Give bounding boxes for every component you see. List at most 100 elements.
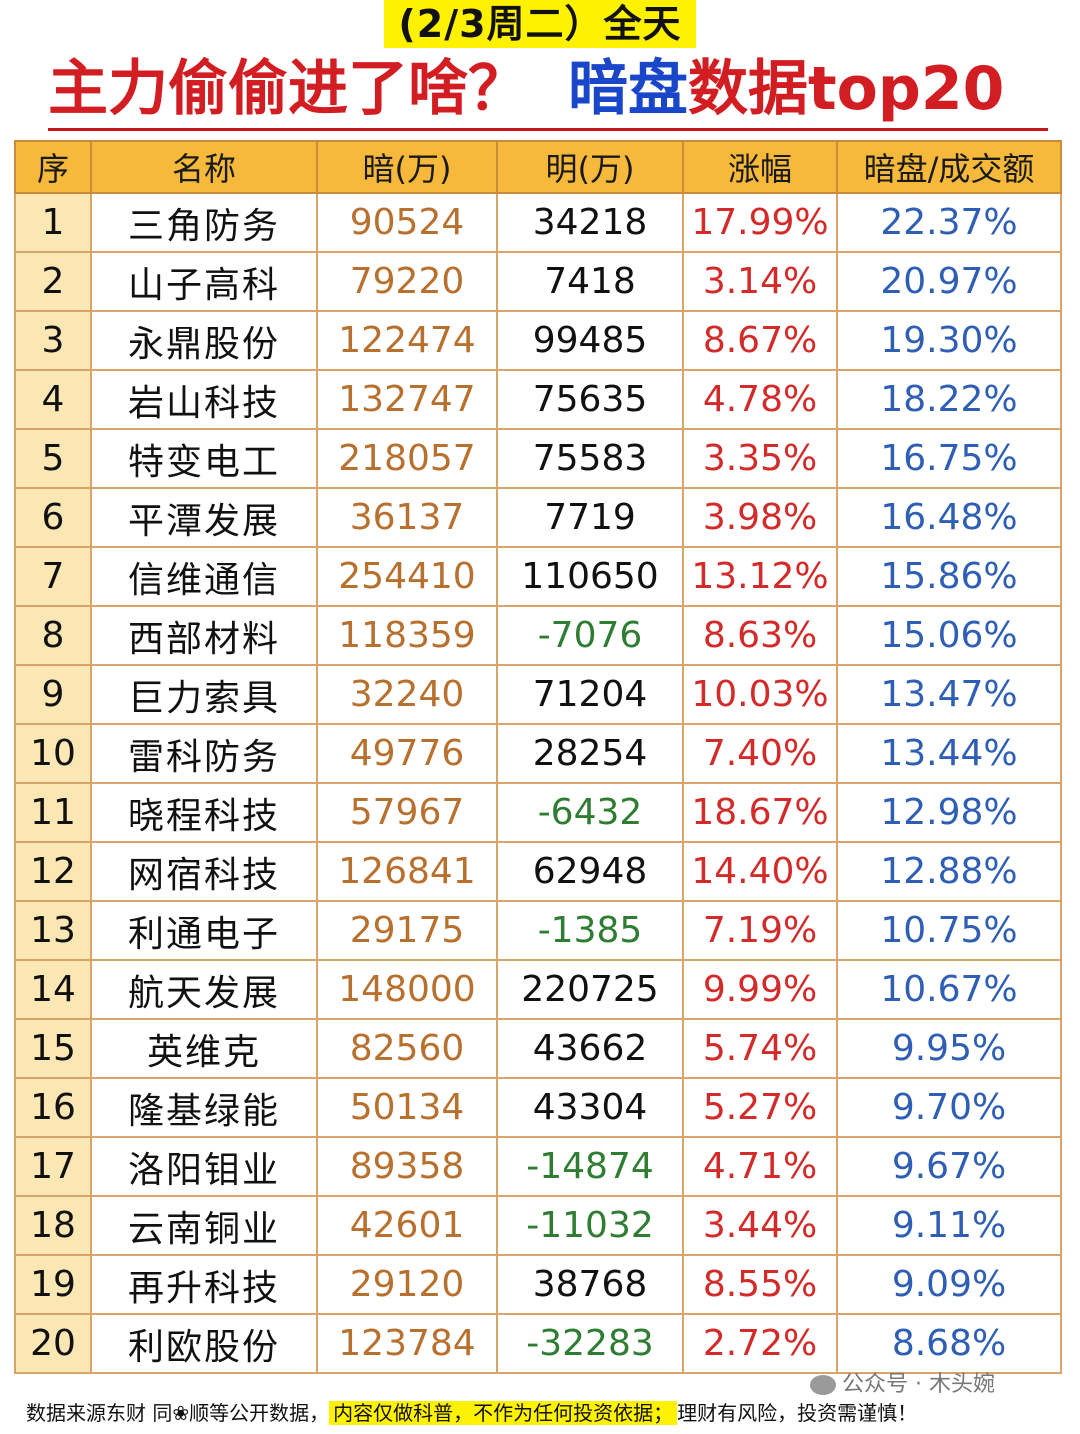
price-change: 3.98% (682, 487, 838, 548)
table-row: 7 信维通信 254410 110650 13.12% 15.86% (14, 546, 1062, 607)
table-row: 12 网宿科技 126841 62948 14.40% 12.88% (14, 841, 1062, 902)
dark-pool-value: 29120 (316, 1254, 498, 1315)
dark-pool-value: 254410 (316, 546, 498, 607)
dark-pool-value: 36137 (316, 487, 498, 548)
dark-pool-ratio: 15.86% (836, 546, 1062, 607)
row-index: 14 (14, 959, 92, 1020)
dark-pool-value: 122474 (316, 310, 498, 371)
table-row: 4 岩山科技 132747 75635 4.78% 18.22% (14, 369, 1062, 430)
dark-pool-ratio: 9.70% (836, 1077, 1062, 1138)
visible-value: 43662 (496, 1018, 684, 1079)
table-row: 11 晓程科技 57967 -6432 18.67% 12.98% (14, 782, 1062, 843)
watermark-text: 公众号 · 木头婉 (842, 1372, 995, 1397)
table-header-row: 序 名称 暗(万) 明(万) 涨幅 暗盘/成交额 (14, 140, 1062, 194)
visible-value: 75583 (496, 428, 684, 489)
price-change: 10.03% (682, 664, 838, 725)
table-row: 13 利通电子 29175 -1385 7.19% 10.75% (14, 900, 1062, 961)
stock-name: 平潭发展 (90, 487, 318, 548)
price-change: 14.40% (682, 841, 838, 902)
stock-name: 岩山科技 (90, 369, 318, 430)
dark-pool-value: 29175 (316, 900, 498, 961)
visible-value: -1385 (496, 900, 684, 961)
price-change: 3.35% (682, 428, 838, 489)
stock-name: 山子高科 (90, 251, 318, 312)
watermark: 公众号 · 木头婉 (810, 1370, 1060, 1400)
dark-pool-ratio: 19.30% (836, 310, 1062, 371)
table-row: 15 英维克 82560 43662 5.74% 9.95% (14, 1018, 1062, 1079)
table-row: 6 平潭发展 36137 7719 3.98% 16.48% (14, 487, 1062, 548)
dark-pool-ratio: 10.75% (836, 900, 1062, 961)
row-index: 4 (14, 369, 92, 430)
table-row: 16 隆基绿能 50134 43304 5.27% 9.70% (14, 1077, 1062, 1138)
visible-value: 75635 (496, 369, 684, 430)
dark-pool-ratio: 12.98% (836, 782, 1062, 843)
row-index: 10 (14, 723, 92, 784)
dark-pool-ratio: 15.06% (836, 605, 1062, 666)
row-index: 17 (14, 1136, 92, 1197)
dark-pool-ratio: 18.22% (836, 369, 1062, 430)
header-dark: 暗(万) (316, 140, 498, 194)
dark-pool-value: 132747 (316, 369, 498, 430)
table-row: 9 巨力索具 32240 71204 10.03% 13.47% (14, 664, 1062, 725)
visible-value: 7719 (496, 487, 684, 548)
footer-source: 数据来源东财 同❀顺等公开数据， (26, 1401, 330, 1425)
data-table: 序 名称 暗(万) 明(万) 涨幅 暗盘/成交额 1 三角防务 90524 34218… (14, 140, 1062, 1374)
dark-pool-value: 49776 (316, 723, 498, 784)
header-ming: 明(万) (496, 140, 684, 194)
row-index: 11 (14, 782, 92, 843)
price-change: 9.99% (682, 959, 838, 1020)
dark-pool-value: 50134 (316, 1077, 498, 1138)
dark-pool-value: 148000 (316, 959, 498, 1020)
visible-value: 99485 (496, 310, 684, 371)
price-change: 8.55% (682, 1254, 838, 1315)
stock-name: 利通电子 (90, 900, 318, 961)
footer-highlight: 内容仅做科普，不作为任何投资依据； (329, 1401, 678, 1425)
dark-pool-value: 123784 (316, 1313, 498, 1374)
table-row: 20 利欧股份 123784 -32283 2.72% 8.68% (14, 1313, 1062, 1374)
visible-value: 110650 (496, 546, 684, 607)
row-index: 7 (14, 546, 92, 607)
headline-part3: 数据top20 (688, 54, 1005, 124)
dark-pool-value: 126841 (316, 841, 498, 902)
disclaimer-footer: 数据来源东财 同❀顺等公开数据， 内容仅做科普，不作为任何投资依据； 理财有风险，投… (26, 1396, 1066, 1430)
dark-pool-ratio: 9.11% (836, 1195, 1062, 1256)
price-change: 2.72% (682, 1313, 838, 1374)
price-change: 8.67% (682, 310, 838, 371)
dark-pool-value: 32240 (316, 664, 498, 725)
stock-name: 永鼎股份 (90, 310, 318, 371)
table-row: 14 航天发展 148000 220725 9.99% 10.67% (14, 959, 1062, 1020)
dark-pool-ratio: 10.67% (836, 959, 1062, 1020)
visible-value: 62948 (496, 841, 684, 902)
row-index: 13 (14, 900, 92, 961)
row-index: 6 (14, 487, 92, 548)
stock-name: 西部材料 (90, 605, 318, 666)
table-row: 19 再升科技 29120 38768 8.55% 9.09% (14, 1254, 1062, 1315)
header-name: 名称 (90, 140, 318, 194)
date-badge: (2/3周二）全天 (384, 0, 696, 48)
dark-pool-value: 90524 (316, 192, 498, 253)
footer-warning: 理财有风险，投资需谨慎！ (677, 1401, 918, 1425)
row-index: 12 (14, 841, 92, 902)
row-index: 9 (14, 664, 92, 725)
row-index: 20 (14, 1313, 92, 1374)
row-index: 19 (14, 1254, 92, 1315)
table-row: 18 云南铜业 42601 -11032 3.44% 9.11% (14, 1195, 1062, 1256)
stock-name: 三角防务 (90, 192, 318, 253)
dark-pool-value: 42601 (316, 1195, 498, 1256)
table-row: 3 永鼎股份 122474 99485 8.67% 19.30% (14, 310, 1062, 371)
visible-value: -14874 (496, 1136, 684, 1197)
dark-pool-ratio: 22.37% (836, 192, 1062, 253)
dark-pool-value: 89358 (316, 1136, 498, 1197)
dark-pool-ratio: 9.95% (836, 1018, 1062, 1079)
row-index: 3 (14, 310, 92, 371)
price-change: 4.78% (682, 369, 838, 430)
price-change: 3.14% (682, 251, 838, 312)
table-row: 17 洛阳钼业 89358 -14874 4.71% 9.67% (14, 1136, 1062, 1197)
stock-name: 利欧股份 (90, 1313, 318, 1374)
dark-pool-value: 79220 (316, 251, 498, 312)
stock-name: 特变电工 (90, 428, 318, 489)
visible-value: 71204 (496, 664, 684, 725)
table-row: 8 西部材料 118359 -7076 8.63% 15.06% (14, 605, 1062, 666)
header-index: 序 (14, 140, 92, 194)
visible-value: 43304 (496, 1077, 684, 1138)
